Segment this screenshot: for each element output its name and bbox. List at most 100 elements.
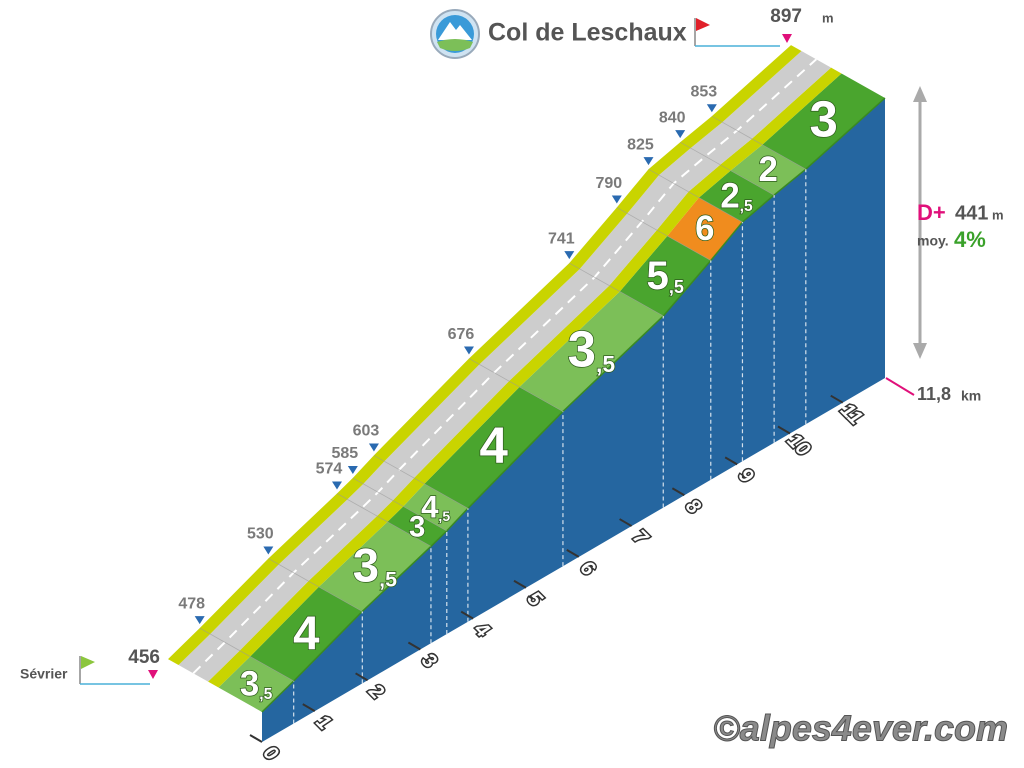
gradient-segment bbox=[424, 387, 563, 509]
flag bbox=[696, 18, 710, 31]
profile: 4785305745856036767417908258408533,543,5… bbox=[168, 45, 886, 767]
x-tick-label: 3 bbox=[417, 649, 440, 672]
altitude-label: 574 bbox=[316, 461, 343, 478]
average-gradient: 4% bbox=[954, 227, 986, 252]
start-label: Sévrier bbox=[20, 666, 68, 682]
segment-divider bbox=[711, 115, 807, 170]
x-tick-label: 5 bbox=[523, 588, 547, 612]
gradient-segment bbox=[730, 144, 806, 196]
x-tick-label: 8 bbox=[681, 495, 705, 519]
x-tick bbox=[355, 672, 369, 682]
x-tick bbox=[619, 518, 633, 527]
altitude-marker bbox=[331, 481, 342, 490]
summit-altitude: 897 bbox=[770, 6, 802, 27]
average-label: moy. bbox=[917, 233, 949, 249]
segment-divider bbox=[648, 168, 743, 223]
gradient-label: 4,5 bbox=[421, 490, 450, 525]
gradient-segment bbox=[698, 170, 775, 223]
x-tick bbox=[460, 610, 474, 620]
x-tick-label: 1 bbox=[312, 711, 335, 734]
gradient-label: 2,5 bbox=[720, 177, 753, 216]
x-tick bbox=[671, 487, 685, 497]
gradient-label: 3,5 bbox=[240, 664, 273, 703]
segment-divider bbox=[616, 207, 711, 261]
start-altitude: 456 bbox=[128, 647, 160, 668]
gradient-label: 3 bbox=[809, 91, 837, 148]
x-tick-label: 7 bbox=[628, 526, 652, 550]
x-tick-label: 0 bbox=[259, 742, 282, 765]
segment-divider bbox=[268, 558, 363, 612]
icon bbox=[437, 39, 473, 51]
x-tick bbox=[407, 641, 421, 651]
gradient-segment bbox=[387, 506, 447, 547]
altitude-label: 741 bbox=[548, 230, 575, 247]
segment-divider bbox=[336, 493, 432, 547]
altitude-label: 840 bbox=[659, 109, 686, 126]
icon bbox=[438, 22, 472, 40]
altitude-marker bbox=[263, 546, 274, 555]
altitude-marker bbox=[463, 346, 474, 355]
x-tick bbox=[302, 703, 316, 713]
x-tick bbox=[249, 734, 263, 743]
segment-divider bbox=[373, 455, 469, 509]
road bbox=[178, 51, 832, 682]
altitude-marker bbox=[194, 616, 205, 625]
x-tick bbox=[566, 549, 580, 558]
gradient-label: 5,5 bbox=[647, 253, 684, 298]
verge bbox=[208, 67, 842, 688]
gradient-label: 6 bbox=[695, 209, 714, 248]
gradient-label: 3 bbox=[409, 510, 425, 543]
x-tick bbox=[777, 425, 791, 435]
gain: 441 bbox=[955, 202, 988, 224]
x-tick-label: 9 bbox=[734, 464, 758, 488]
altitude-label: 585 bbox=[331, 445, 358, 462]
title: Col de Leschaux bbox=[488, 19, 687, 47]
distance: 11,8 bbox=[917, 384, 951, 404]
unit: m bbox=[992, 207, 1004, 222]
x-tick bbox=[830, 394, 844, 404]
marker bbox=[148, 670, 158, 679]
altitude-marker bbox=[347, 465, 358, 474]
gradient-segment bbox=[403, 483, 468, 531]
x-tick-label: 4 bbox=[469, 618, 493, 642]
altitude-label: 603 bbox=[353, 423, 380, 440]
altitude-marker bbox=[706, 104, 717, 113]
x-tick bbox=[513, 579, 527, 589]
altitude-label: 853 bbox=[690, 84, 717, 101]
flag bbox=[81, 656, 95, 669]
altitude-label: 676 bbox=[448, 326, 475, 343]
segment-divider bbox=[679, 141, 775, 196]
wall bbox=[262, 98, 885, 742]
distance-leader bbox=[885, 377, 915, 396]
segment-divider bbox=[468, 358, 564, 412]
gradient-segment bbox=[762, 73, 885, 170]
gradient-label: 4 bbox=[479, 417, 508, 474]
gradient-segment bbox=[318, 521, 431, 612]
gradient-label: 3,5 bbox=[353, 539, 397, 592]
credit: ©alpes4ever.com bbox=[713, 708, 1008, 749]
altitude-marker bbox=[564, 251, 575, 260]
unit: km bbox=[961, 388, 981, 404]
unit: m bbox=[822, 10, 834, 25]
segment-divider bbox=[352, 477, 447, 532]
gradient-segment bbox=[519, 291, 664, 412]
altitude-marker bbox=[643, 157, 654, 166]
altitude-label: 530 bbox=[247, 526, 274, 543]
x-tick bbox=[724, 456, 738, 466]
gradient-label: 2 bbox=[759, 150, 778, 189]
altitude-marker bbox=[675, 130, 686, 139]
gradient-segment bbox=[218, 656, 294, 712]
gradient-label: 4 bbox=[293, 606, 320, 659]
marker bbox=[782, 34, 792, 43]
segment-divider bbox=[199, 627, 294, 682]
altitude-label: 790 bbox=[595, 175, 622, 192]
gradient-segment bbox=[619, 236, 711, 316]
altitude-marker bbox=[368, 443, 379, 452]
gain-label: D+ bbox=[917, 200, 946, 225]
altitude-marker bbox=[611, 195, 622, 204]
x-tick-label: 2 bbox=[364, 679, 388, 703]
altitude-label: 478 bbox=[178, 595, 205, 612]
verge bbox=[168, 45, 802, 666]
gradient-segment bbox=[250, 586, 363, 681]
